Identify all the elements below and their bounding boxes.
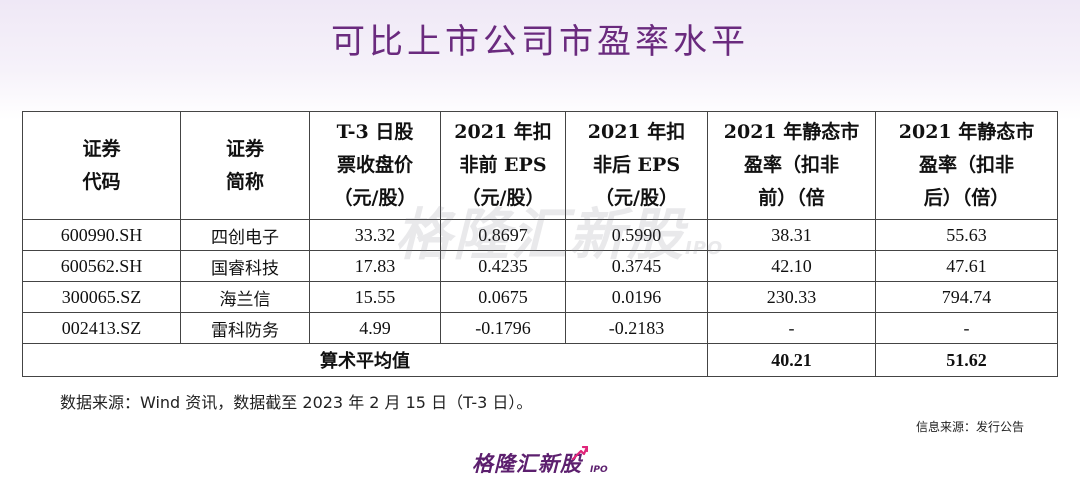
cell-pe-after: 794.74 [875, 281, 1058, 313]
header-line: 简称 [225, 170, 264, 193]
header-line: 证券 [82, 137, 121, 160]
brand-logo: 格隆汇新股 IPO [472, 446, 608, 478]
table-row: 300065.SZ 海兰信 15.55 0.0675 0.0196 230.33… [22, 281, 1058, 313]
cell-name: 国睿科技 [180, 250, 310, 282]
header-line: 2021 年扣 [587, 121, 686, 143]
header-line: 后）（倍） [923, 187, 1010, 209]
pe-comparison-table: 证券 代码 证券 简称 T-3 日股 票收盘价 （元/股） 2021 年扣 非前… [22, 111, 1058, 377]
logo-brand-text: 格隆汇新股 [472, 452, 582, 476]
cell-eps-before: 0.8697 [440, 219, 566, 251]
header-line: 前）（倍 [758, 187, 825, 209]
header-line: 盈率（扣非 [743, 154, 839, 176]
cell-pe-after: 47.61 [875, 250, 1058, 282]
cell-price: 17.83 [309, 250, 441, 282]
average-label: 算术平均值 [22, 343, 708, 377]
header-line: 2021 年扣 [454, 121, 552, 143]
header-line: （元/股） [461, 187, 545, 209]
table-header: 证券 代码 证券 简称 T-3 日股 票收盘价 （元/股） 2021 年扣 非前… [22, 111, 1058, 220]
info-source: 信息来源：发行公告 [915, 420, 1024, 434]
header-line: 非后 EPS [592, 154, 681, 176]
cell-eps-before: 0.4235 [440, 250, 566, 282]
cell-code: 300065.SZ [22, 281, 181, 313]
cell-eps-after: 0.3745 [565, 250, 708, 282]
data-source-note: 数据来源：Wind 资讯，数据截至 2023 年 2 月 15 日（T-3 日）… [60, 393, 533, 412]
header-line: （元/股） [333, 187, 417, 209]
cell-name: 海兰信 [180, 281, 310, 313]
cell-code: 600990.SH [22, 219, 181, 251]
page-title: 可比上市公司市盈率水平 [331, 22, 749, 62]
header-eps-before: 2021 年扣 非前 EPS （元/股） [440, 111, 566, 220]
header-pe-before: 2021 年静态市 盈率（扣非 前）（倍 [707, 111, 876, 220]
header-line: 票收盘价 [336, 154, 413, 176]
cell-code: 600562.SH [22, 250, 181, 282]
cell-pe-before: 38.31 [707, 219, 876, 251]
cell-eps-before: 0.0675 [440, 281, 566, 313]
header-line: 证券 [225, 137, 264, 160]
header-line: T-3 日股 [336, 121, 414, 143]
cell-eps-after: -0.2183 [565, 312, 708, 344]
table-row: 600562.SH 国睿科技 17.83 0.4235 0.3745 42.10… [22, 250, 1058, 282]
header-pe-after: 2021 年静态市 盈率（扣非 后）（倍） [875, 111, 1058, 220]
table-row: 002413.SZ 雷科防务 4.99 -0.1796 -0.2183 - - [22, 312, 1058, 344]
table-row: 600990.SH 四创电子 33.32 0.8697 0.5990 38.31… [22, 219, 1058, 251]
header-security-code: 证券 代码 [22, 111, 181, 220]
cell-pe-before: 230.33 [707, 281, 876, 313]
cell-pe-after: 55.63 [875, 219, 1058, 251]
cell-pe-before: - [707, 312, 876, 344]
cell-price: 33.32 [309, 219, 441, 251]
cell-eps-before: -0.1796 [440, 312, 566, 344]
cell-price: 15.55 [309, 281, 441, 313]
header-close-price: T-3 日股 票收盘价 （元/股） [309, 111, 441, 220]
cell-code: 002413.SZ [22, 312, 181, 344]
header-security-name: 证券 简称 [180, 111, 310, 220]
header-line: （元/股） [595, 187, 678, 209]
header-line: 非前 EPS [459, 154, 547, 176]
average-pe-before: 40.21 [707, 343, 876, 377]
cell-pe-before: 42.10 [707, 250, 876, 282]
cell-eps-after: 0.5990 [565, 219, 708, 251]
cell-eps-after: 0.0196 [565, 281, 708, 313]
logo-ipo-text: IPO [590, 465, 608, 475]
header-line: 2021 年静态市 [723, 121, 860, 143]
header-line: 盈率（扣非 [918, 154, 1014, 176]
average-row: 算术平均值 40.21 51.62 [22, 343, 1058, 377]
header-line: 代码 [82, 170, 121, 193]
arrow-up-icon [572, 446, 588, 460]
cell-price: 4.99 [309, 312, 441, 344]
header-line: 2021 年静态市 [898, 121, 1035, 143]
cell-name: 雷科防务 [180, 312, 310, 344]
header-eps-after: 2021 年扣 非后 EPS （元/股） [565, 111, 708, 220]
cell-name: 四创电子 [180, 219, 310, 251]
cell-pe-after: - [875, 312, 1058, 344]
average-pe-after: 51.62 [875, 343, 1058, 377]
